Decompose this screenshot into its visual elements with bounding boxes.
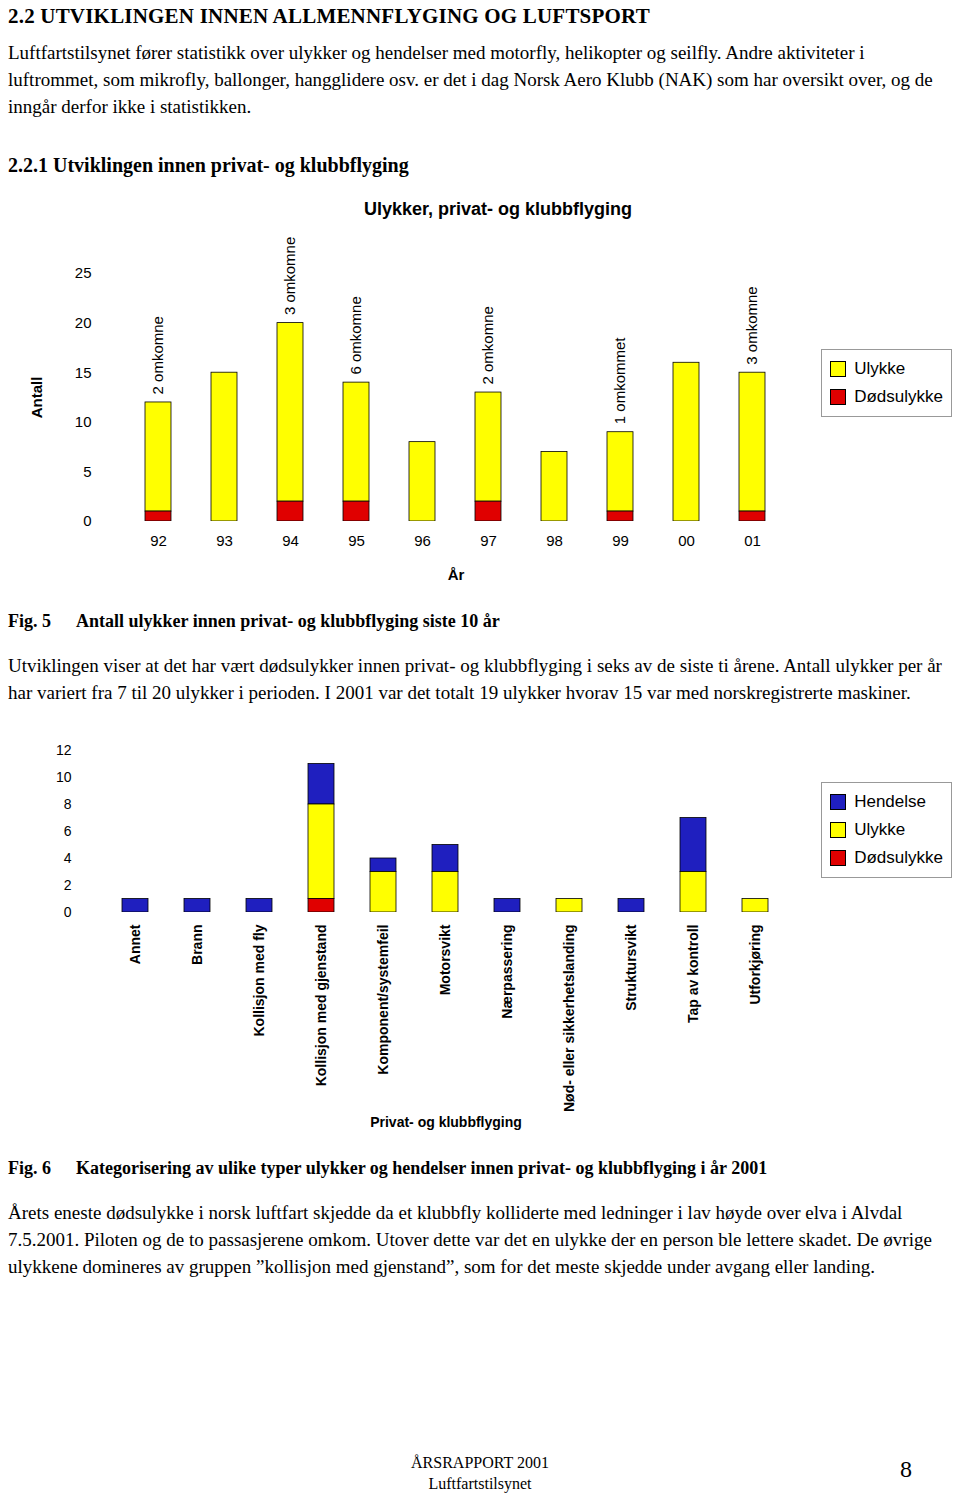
svg-text:Brann: Brann <box>189 925 205 965</box>
svg-text:Nød- eller sikkerhetslanding: Nød- eller sikkerhetslanding <box>561 925 577 1113</box>
html-text:Hendelse: Hendelse <box>854 792 926 811</box>
svg-text:Privat- og klubbflyging: Privat- og klubbflyging <box>370 1114 522 1130</box>
svg-text:00: 00 <box>678 532 695 549</box>
svg-text:Motorsvikt: Motorsvikt <box>437 924 453 995</box>
svg-text:Kollisjon med fly: Kollisjon med fly <box>251 924 267 1036</box>
html-text:Fig. 6: Fig. 6 <box>8 1158 51 1178</box>
svg-text:2 omkomne: 2 omkomne <box>149 316 166 394</box>
html-text:Luftfartstilsynet fører statis: Luftfartstilsynet fører statistikk over … <box>8 42 933 117</box>
svg-text:15: 15 <box>75 364 92 381</box>
svg-text:10: 10 <box>75 413 92 430</box>
svg-text:99: 99 <box>612 532 629 549</box>
svg-text:Antall: Antall <box>28 377 45 419</box>
svg-text:98: 98 <box>546 532 563 549</box>
html-text:Utviklingen viser at det har v: Utviklingen viser at det har vært dødsul… <box>8 655 942 703</box>
html-text:Antall ulykker innen privat- o: Antall ulykker innen privat- og klubbfly… <box>76 611 500 631</box>
html-text:2.2 UTVIKLINGEN INNEN ALLMENNF: 2.2 UTVIKLINGEN INNEN ALLMENNFLYGING OG … <box>8 4 650 28</box>
svg-text:4: 4 <box>64 850 72 866</box>
svg-text:10: 10 <box>56 769 72 785</box>
svg-text:Komponent/systemfeil: Komponent/systemfeil <box>375 925 391 1075</box>
html-text:ÅRSRAPPORT 2001: ÅRSRAPPORT 2001 <box>411 1454 549 1471</box>
svg-text:6 omkomne: 6 omkomne <box>347 296 364 374</box>
html-text:Årets eneste dødsulykke i nors: Årets eneste dødsulykke i norsk luftfart… <box>8 1202 932 1277</box>
svg-text:Nærpassering: Nærpassering <box>499 925 515 1019</box>
html-text:Dødsulykke: Dødsulykke <box>854 848 943 867</box>
svg-text:3 omkomne: 3 omkomne <box>281 237 298 315</box>
svg-text:96: 96 <box>414 532 431 549</box>
svg-text:93: 93 <box>216 532 233 549</box>
html-text:Luftfartstilsynet: Luftfartstilsynet <box>428 1475 532 1492</box>
svg-text:92: 92 <box>150 532 167 549</box>
svg-text:94: 94 <box>282 532 299 549</box>
svg-text:12: 12 <box>56 742 72 758</box>
svg-text:0: 0 <box>64 904 72 920</box>
svg-text:0: 0 <box>83 512 91 529</box>
html-text:Fig. 5: Fig. 5 <box>8 611 51 631</box>
svg-text:2: 2 <box>64 877 72 893</box>
html-text:8: 8 <box>900 1456 912 1482</box>
html-text:Ulykker, privat- og klubbflygi: Ulykker, privat- og klubbflyging <box>364 199 632 219</box>
svg-text:Struktursvikt: Struktursvikt <box>623 924 639 1011</box>
svg-text:Tap av kontroll: Tap av kontroll <box>685 925 701 1024</box>
svg-text:Utforkjøring: Utforkjøring <box>747 925 763 1005</box>
svg-text:3 omkomne: 3 omkomne <box>743 286 760 364</box>
svg-text:6: 6 <box>64 823 72 839</box>
html-text:Ulykke: Ulykke <box>854 820 906 839</box>
html-text:Ulykke: Ulykke <box>854 359 906 378</box>
svg-text:25: 25 <box>75 264 92 281</box>
svg-text:95: 95 <box>348 532 365 549</box>
html-text:2.2.1 Utviklingen innen privat: 2.2.1 Utviklingen innen privat- og klubb… <box>8 154 409 176</box>
svg-text:97: 97 <box>480 532 497 549</box>
svg-text:År: År <box>448 566 465 583</box>
svg-text:20: 20 <box>75 314 92 331</box>
html-text:Dødsulykke: Dødsulykke <box>854 387 943 406</box>
svg-text:Annet: Annet <box>127 924 143 964</box>
svg-text:01: 01 <box>744 532 761 549</box>
svg-text:1 omkommet: 1 omkommet <box>611 337 628 425</box>
svg-text:8: 8 <box>64 796 72 812</box>
svg-text:5: 5 <box>83 463 91 480</box>
svg-text:2 omkomne: 2 omkomne <box>479 306 496 384</box>
html-text:Kategorisering av ulike typer: Kategorisering av ulike typer ulykker og… <box>76 1158 768 1178</box>
svg-text:Kollisjon med gjenstand: Kollisjon med gjenstand <box>313 925 329 1087</box>
